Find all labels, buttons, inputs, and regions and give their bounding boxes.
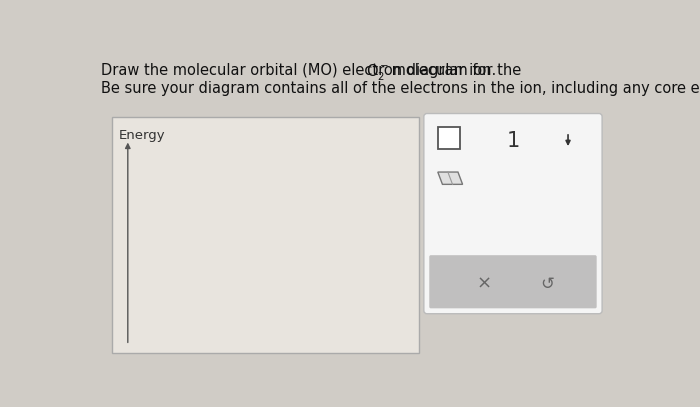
Text: Be sure your diagram contains all of the electrons in the ion, including any cor: Be sure your diagram contains all of the…	[102, 81, 700, 96]
Text: Energy: Energy	[118, 129, 165, 142]
FancyBboxPatch shape	[429, 255, 596, 309]
Text: 1: 1	[506, 131, 519, 151]
Text: ×: ×	[476, 275, 491, 293]
Bar	[112, 116, 419, 353]
Text: Draw the molecular orbital (MO) electron diagram for the: Draw the molecular orbital (MO) electron…	[102, 63, 526, 78]
FancyBboxPatch shape	[424, 114, 602, 314]
Text: ↺: ↺	[540, 275, 554, 293]
Text: $\mathrm{O_2^-}$: $\mathrm{O_2^-}$	[367, 63, 390, 83]
Text: molecular ion.: molecular ion.	[386, 63, 496, 78]
Polygon shape	[438, 172, 463, 184]
Bar	[438, 127, 459, 149]
